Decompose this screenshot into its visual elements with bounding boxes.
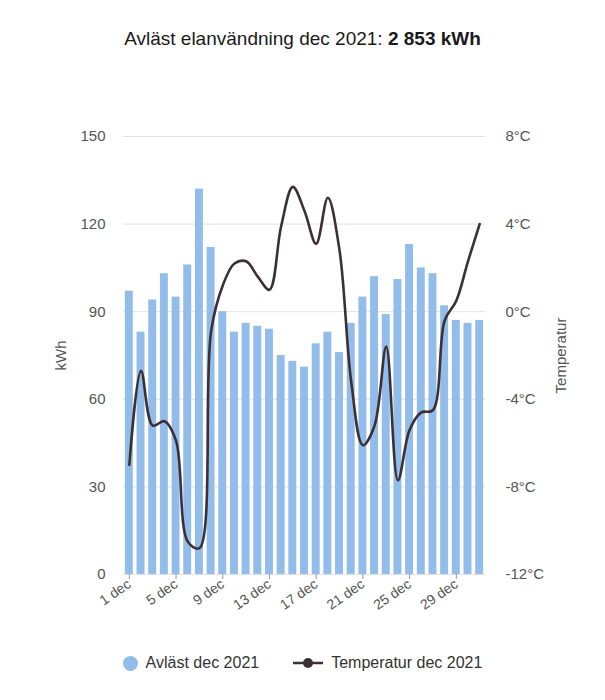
svg-text:Temperatur: Temperatur <box>552 318 569 394</box>
svg-text:-12°C: -12°C <box>506 565 545 582</box>
html-text:Temperatur dec 2021: Temperatur dec 2021 <box>331 654 483 671</box>
svg-text:13 dec: 13 dec <box>230 576 274 613</box>
svg-text:-8°C: -8°C <box>506 478 536 495</box>
svg-text:29 dec: 29 dec <box>417 576 461 613</box>
svg-text:-4°C: -4°C <box>506 390 536 407</box>
svg-text:60: 60 <box>89 390 106 407</box>
svg-text:5 dec: 5 dec <box>143 576 180 609</box>
svg-text:4°C: 4°C <box>506 215 531 232</box>
svg-text:90: 90 <box>89 303 106 320</box>
svg-text:17 dec: 17 dec <box>277 576 321 613</box>
svg-text:kWh: kWh <box>52 341 69 371</box>
svg-text:0: 0 <box>97 565 105 582</box>
html-text:Avläst elanvändning dec 2021:: Avläst elanvändning dec 2021: 2 853 kWh <box>124 28 481 49</box>
svg-text:8°C: 8°C <box>506 127 531 144</box>
svg-text:0°C: 0°C <box>506 303 531 320</box>
svg-text:120: 120 <box>80 215 105 232</box>
svg-text:150: 150 <box>80 127 105 144</box>
svg-text:1 dec: 1 dec <box>96 575 134 609</box>
svg-text:30: 30 <box>89 478 106 495</box>
html-text:Avläst dec 2021: Avläst dec 2021 <box>145 654 260 671</box>
svg-text:21 dec: 21 dec <box>324 576 368 613</box>
svg-text:25 dec: 25 dec <box>370 576 414 613</box>
svg-text:9 dec: 9 dec <box>190 576 227 609</box>
